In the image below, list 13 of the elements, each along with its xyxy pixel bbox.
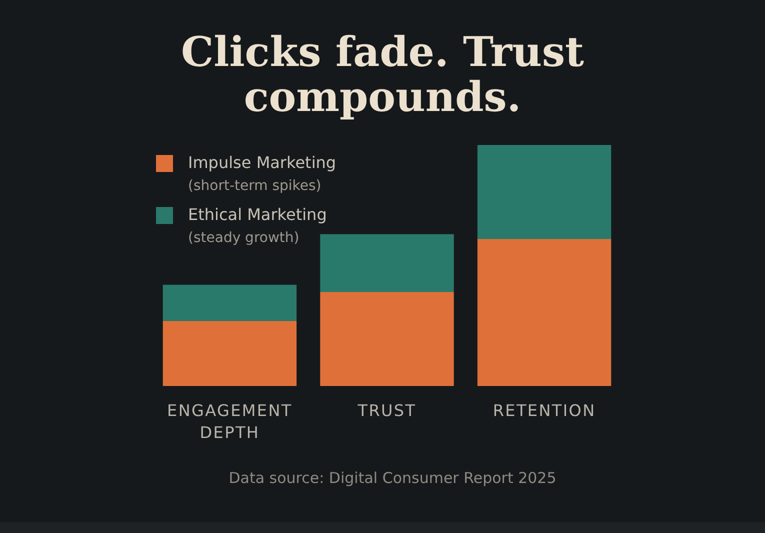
legend-label: Impulse Marketing (short-term spikes) xyxy=(188,153,336,194)
bar xyxy=(162,284,297,321)
bar xyxy=(162,320,297,386)
x-tick-label: ENGAGEMENT DEPTH xyxy=(167,401,292,442)
x-tick-label: TRUST xyxy=(356,401,416,420)
bar xyxy=(477,238,612,386)
bar xyxy=(320,292,454,386)
x-tick-label: RETENTION xyxy=(492,401,596,420)
source-note: Data source: Digital Consumer Report 2025 xyxy=(228,469,556,487)
bar xyxy=(477,145,612,239)
chart-title: Clicks fade. Trust compounds. xyxy=(181,28,584,121)
bar xyxy=(320,234,454,292)
legend-label: Ethical Marketing (steady growth) xyxy=(188,205,327,246)
